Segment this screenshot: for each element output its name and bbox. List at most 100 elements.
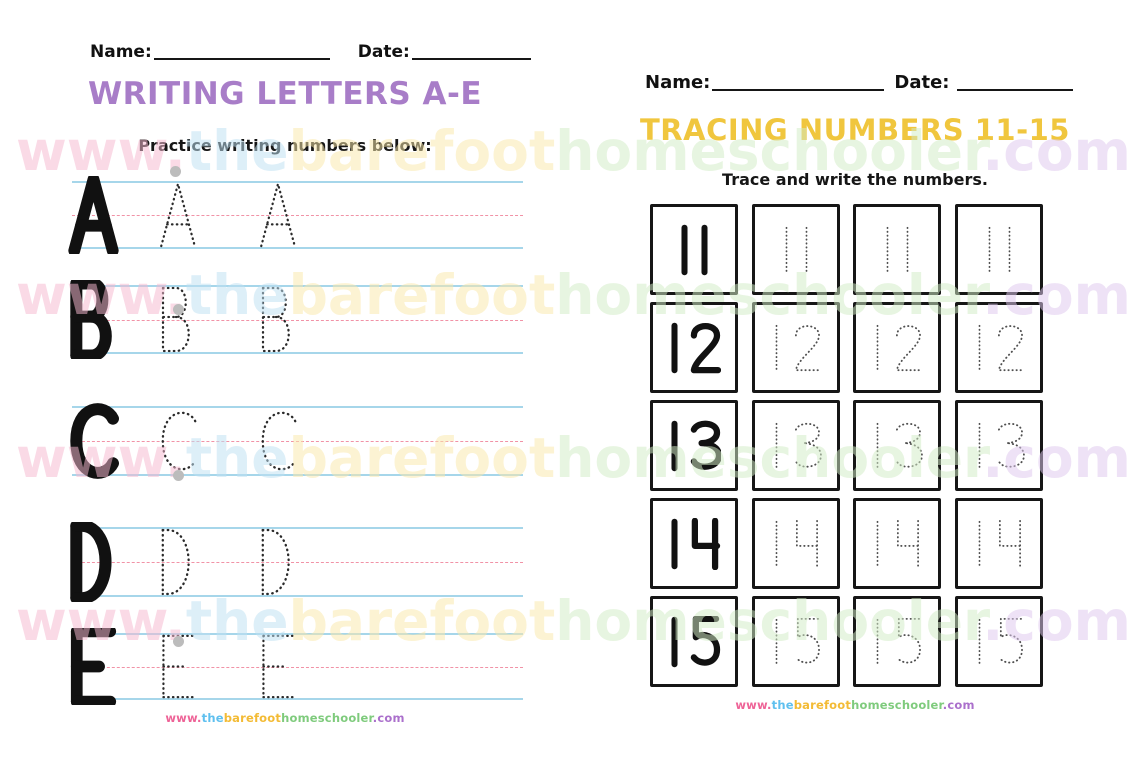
top-guide-line <box>72 181 523 183</box>
solid-letter-B <box>66 277 121 363</box>
solid-digit-glyph <box>690 420 721 470</box>
trace-letter-A <box>251 181 305 253</box>
trace-number-12 <box>973 322 1026 374</box>
left-footer-url: www.thebarefoothomeschooler.com <box>0 711 570 725</box>
trace-digit-glyph <box>886 226 888 273</box>
trace-letter-glyph <box>262 634 294 699</box>
solid-digit-glyph <box>700 224 708 275</box>
trace-number-14 <box>770 518 823 570</box>
trace-letter-glyph <box>161 411 197 471</box>
solid-digit-glyph <box>670 420 678 471</box>
top-guide-line <box>72 527 523 529</box>
trace-number-15 <box>871 616 924 668</box>
trace-letter-glyph <box>162 634 194 699</box>
solid-letter-glyph <box>70 403 119 479</box>
solid-letter-glyph <box>68 173 119 257</box>
trace-digit-glyph <box>876 422 878 469</box>
trace-digit-glyph <box>795 519 820 568</box>
trace-digit-glyph <box>895 422 923 468</box>
left-page-subtitle: Practice writing numbers below: <box>138 136 432 155</box>
trace-number-11 <box>983 224 1016 276</box>
trace-digit-glyph <box>895 324 922 371</box>
trace-letter-glyph <box>261 528 290 596</box>
mid-guide-line <box>72 562 523 563</box>
bottom-guide-line <box>72 247 523 249</box>
footer-url-segment: homeschooler <box>851 698 943 712</box>
bottom-guide-line <box>72 698 523 700</box>
mid-guide-line <box>72 215 523 216</box>
page-tracing-numbers: Name: Date: TRACING NUMBERS 11-15 Trace … <box>570 0 1140 760</box>
number-box-11-col3 <box>853 204 941 295</box>
start-dot <box>173 304 184 315</box>
number-box-12-col3 <box>853 302 941 393</box>
name-label: Name: <box>90 42 152 62</box>
trace-digit-glyph <box>896 519 921 568</box>
trace-number-11 <box>780 224 813 276</box>
start-dot <box>173 636 184 647</box>
trace-digit-glyph <box>794 422 822 468</box>
trace-digit-glyph <box>997 617 1023 663</box>
trace-number-11 <box>881 224 914 276</box>
footer-url-segment: barefoot <box>223 711 282 725</box>
solid-letter-glyph <box>70 519 112 605</box>
mid-guide-line <box>72 319 523 321</box>
solid-number-13 <box>668 420 721 472</box>
solid-letter-C <box>66 401 121 485</box>
right-footer-url: www.thebarefoothomeschooler.com <box>570 698 1140 712</box>
letter-row-B <box>70 277 523 362</box>
page-writing-letters: Name: Date: WRITING LETTERS A-E Practice… <box>0 42 570 725</box>
solid-number-11 <box>678 224 711 276</box>
solid-letter-glyph <box>70 625 117 708</box>
footer-url-segment: www. <box>165 711 202 725</box>
date-blank-line <box>957 88 1074 91</box>
solid-letter-D <box>66 519 121 606</box>
trace-digit-glyph <box>988 226 990 273</box>
trace-letter-E <box>251 633 305 704</box>
number-box-15-col4 <box>955 596 1043 687</box>
number-box-11-col4 <box>955 204 1043 295</box>
letter-row-C <box>70 403 523 479</box>
trace-letter-glyph <box>261 411 297 471</box>
date-blank-line <box>411 57 531 60</box>
bottom-guide-line <box>72 474 523 476</box>
footer-url-segment: .com <box>372 711 405 725</box>
solid-digit-glyph <box>690 322 721 373</box>
solid-digit-glyph <box>670 518 678 569</box>
trace-letter-B <box>251 285 305 358</box>
number-box-13-col1 <box>650 400 738 491</box>
solid-digit-glyph <box>691 517 720 570</box>
top-guide-line <box>72 406 523 408</box>
trace-digit-glyph <box>876 520 878 567</box>
solid-digit-glyph <box>670 616 678 667</box>
letter-row-D <box>70 519 523 605</box>
number-box-14-col1 <box>650 498 738 589</box>
trace-digit-glyph <box>978 324 980 371</box>
trace-number-15 <box>770 616 823 668</box>
number-box-14-col3 <box>853 498 941 589</box>
solid-letter-glyph <box>70 277 112 362</box>
mid-guide-line <box>72 666 523 668</box>
right-page-subtitle: Trace and write the numbers. <box>722 170 988 189</box>
solid-letter-A <box>66 173 121 258</box>
left-page-title: WRITING LETTERS A-E <box>87 76 483 112</box>
trace-letter-glyph <box>161 286 190 353</box>
trace-letter-D <box>151 527 205 601</box>
footer-url-segment: homeschooler <box>281 711 373 725</box>
solid-number-12 <box>668 322 721 374</box>
solid-letter-E <box>66 625 121 709</box>
number-box-12-col2 <box>752 302 840 393</box>
name-blank-line <box>712 88 885 91</box>
trace-letter-E <box>151 633 205 704</box>
start-dot <box>170 166 181 177</box>
trace-digit-glyph <box>997 422 1025 468</box>
trace-digit-glyph <box>876 618 878 665</box>
right-page-title: TRACING NUMBERS 11-15 <box>640 113 1070 147</box>
trace-digit-glyph <box>794 324 821 371</box>
trace-letter-D <box>251 527 305 601</box>
left-name-date-header: Name: Date: <box>90 42 531 62</box>
date-label: Date: <box>357 42 410 62</box>
name-label: Name: <box>645 72 711 93</box>
footer-url-segment: .com <box>942 698 975 712</box>
trace-number-14 <box>973 518 1026 570</box>
